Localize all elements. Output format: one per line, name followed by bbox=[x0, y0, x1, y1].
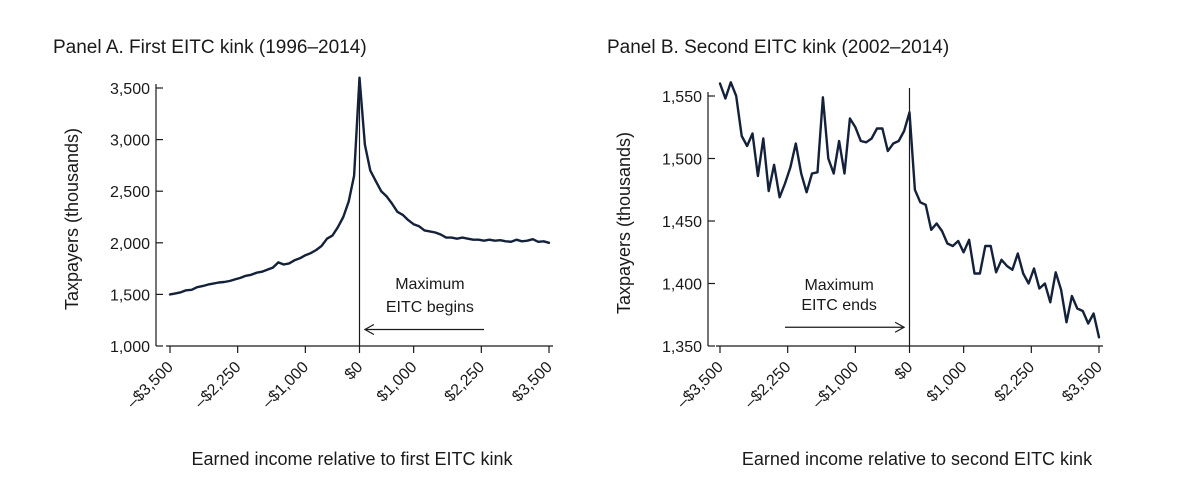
annotation-arrowhead bbox=[363, 323, 375, 336]
annotation-arrowhead bbox=[894, 321, 906, 333]
x-tick-label: $2,250 bbox=[992, 359, 1039, 406]
panel-b: Panel B. Second EITC kink (2002–2014) 1,3… bbox=[607, 37, 1106, 469]
x-tick-label: $1,000 bbox=[924, 359, 971, 406]
x-tick-label: –$3,500 bbox=[674, 359, 727, 412]
y-tick-label: 1,500 bbox=[110, 287, 150, 304]
x-tick-label: $0 bbox=[342, 359, 367, 384]
y-tick-label: 2,500 bbox=[110, 184, 150, 201]
x-tick-label: $0 bbox=[892, 359, 917, 384]
panel-a: Panel A. First EITC kink (1996–2014) 1,00… bbox=[53, 37, 556, 469]
y-axis-label: Taxpayers (thousands) bbox=[62, 128, 82, 310]
annotation-text: Maximum bbox=[395, 276, 464, 293]
y-tick-label: 1,400 bbox=[662, 277, 702, 294]
y-tick-label: 2,000 bbox=[110, 236, 150, 253]
y-axis-label: Taxpayers (thousands) bbox=[614, 132, 634, 314]
y-tick-label: 3,000 bbox=[110, 133, 150, 150]
y-tick-label: 1,550 bbox=[662, 89, 702, 106]
annotation-text: EITC begins bbox=[386, 299, 474, 316]
y-tick-label: 1,000 bbox=[110, 339, 150, 356]
x-tick-label: –$1,000 bbox=[809, 359, 862, 412]
chart-title: Panel B. Second EITC kink (2002–2014) bbox=[607, 37, 949, 58]
y-tick-label: 1,350 bbox=[662, 339, 702, 356]
x-axis-label: Earned income relative to second EITC ki… bbox=[742, 449, 1093, 469]
x-tick-label: $1,000 bbox=[374, 359, 421, 406]
x-axis-label: Earned income relative to first EITC kin… bbox=[191, 449, 513, 469]
x-tick-label: $2,250 bbox=[442, 359, 489, 406]
x-tick-label: –$2,250 bbox=[742, 359, 795, 412]
x-tick-label: –$3,500 bbox=[124, 359, 177, 412]
series-line bbox=[718, 81, 1101, 339]
series-line bbox=[168, 76, 551, 296]
x-tick-label: –$2,250 bbox=[192, 359, 245, 412]
x-tick-label: $3,500 bbox=[509, 359, 556, 406]
annotation-text: Maximum bbox=[804, 277, 873, 294]
y-tick-label: 1,450 bbox=[662, 214, 702, 231]
chart-title: Panel A. First EITC kink (1996–2014) bbox=[53, 37, 367, 58]
y-tick-label: 1,500 bbox=[662, 152, 702, 169]
x-tick-label: –$1,000 bbox=[259, 359, 312, 412]
annotation-text: EITC ends bbox=[801, 297, 877, 314]
x-tick-label: $3,500 bbox=[1059, 359, 1106, 406]
y-tick-label: 3,500 bbox=[110, 81, 150, 98]
